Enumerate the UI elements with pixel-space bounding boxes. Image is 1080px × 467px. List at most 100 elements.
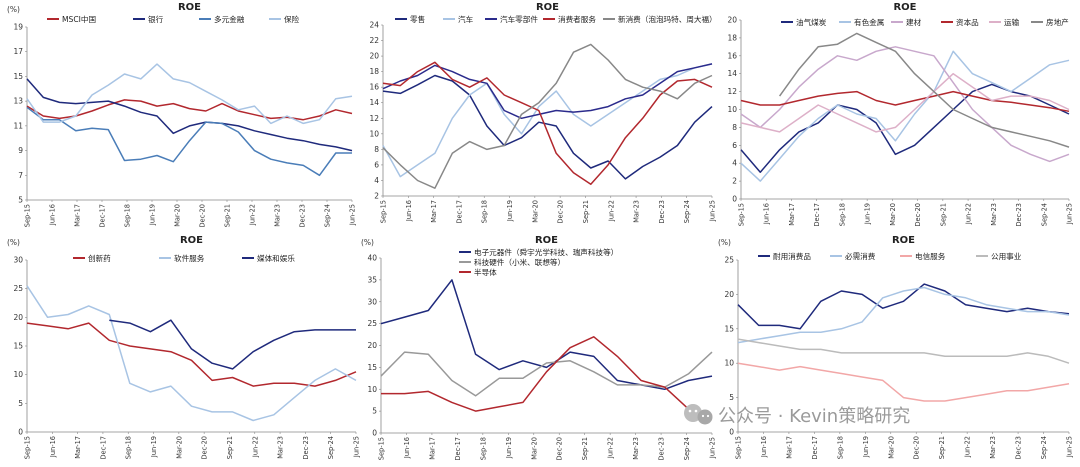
y-tick-label: 16	[369, 83, 379, 92]
series-line-2	[380, 351, 713, 397]
x-tick-label: Jun-16	[49, 436, 57, 458]
legend-item: 电信服务	[900, 251, 946, 261]
x-tick-label: Mar-17	[785, 436, 793, 459]
legend-item: 运输	[989, 17, 1020, 27]
legend-label: 公用事业	[991, 251, 1022, 261]
unit-label: (%)	[7, 5, 20, 14]
chart-panel-1: ROE (%) 5 7 9 11 13 15 17 19 Sep-15 Jun-16 Mar-17 Dec…	[7, 2, 357, 228]
y-tick-label: 0	[732, 195, 737, 204]
x-tick-label: Mar-23	[632, 437, 640, 460]
x-tick-label: Dec-23	[299, 204, 307, 228]
y-tick-label: 2	[732, 177, 737, 186]
x-tick-label: Dec-20	[913, 436, 921, 460]
chart-panel-6: ROE (%) 0 5 10 15 20 25 Sep-15 Jun-16 Mar-17 Dec-17…	[718, 235, 1074, 460]
x-tick-label: Sep-24	[324, 204, 332, 227]
y-tick-label: 0	[372, 429, 377, 438]
series-line-2	[737, 286, 1070, 344]
legend-label: 必需消费	[845, 251, 876, 261]
x-tick-label: Mar-20	[174, 204, 182, 227]
legend-item: 保险	[269, 14, 300, 24]
legend-label: 有色金属	[854, 17, 884, 27]
y-tick-label: 24	[369, 21, 379, 30]
legend-item: 银行	[133, 14, 164, 24]
x-tick-label: Sep-24	[1040, 203, 1048, 226]
series-line-4	[737, 338, 1070, 364]
x-tick-label: Jun-19	[505, 437, 513, 459]
series-line-1	[737, 283, 1070, 330]
legend-label: 运输	[1004, 17, 1020, 27]
y-tick-label: 17	[13, 47, 23, 56]
unit-label: (%)	[361, 238, 374, 247]
x-tick-label: Dec-20	[914, 203, 922, 227]
legend-label: 汽车零部件	[500, 14, 538, 24]
y-tick-label: 20	[369, 52, 379, 61]
x-tick-label: Sep-24	[1040, 436, 1048, 459]
series-line-3	[737, 362, 1070, 402]
legend-item: 公用事业	[976, 251, 1022, 261]
y-tick-label: 20	[13, 313, 23, 322]
y-tick-label: 10	[727, 105, 737, 114]
y-tick-label: 0	[18, 428, 23, 437]
watermark-text: 公众号 · Kevin策略研究	[718, 406, 910, 427]
y-tick-label: 18	[727, 33, 737, 42]
legend-item: 软件服务	[159, 253, 205, 263]
x-tick-label: Sep-18	[838, 203, 846, 226]
x-tick-label: Sep-15	[735, 436, 743, 459]
x-tick-label: Mar-20	[530, 437, 538, 460]
chart-panels: ROE (%) 5 7 9 11 13 15 17 19 Sep-15 Jun-16 Mar-17 Dec…	[7, 2, 1074, 461]
x-tick-label: Jun-22	[965, 203, 973, 225]
legend-label: 软件服务	[174, 253, 205, 263]
legend-item: 资本品	[941, 17, 979, 27]
series-line-1	[382, 74, 713, 180]
legend-item: 建材	[891, 17, 922, 27]
series-line-4	[26, 63, 353, 125]
x-tick-label: Sep-18	[125, 436, 133, 459]
x-tick-label: Jun-16	[763, 203, 771, 225]
chart-panel-3: ROE 0 2 4 6 8 10 12 14 16 18 20 Sep-15 Jun-16 Mar-17 De…	[727, 2, 1073, 227]
y-tick-label: 15	[13, 72, 23, 81]
chart-panel-5: ROE (%) 0 5 10 15 20 25 30 35 40 Sep-15 Jun-16 Mar-17…	[361, 235, 717, 461]
legend-label: 消费者服务	[558, 14, 596, 24]
series-line-6	[778, 32, 1070, 148]
x-tick-label: Mar-20	[889, 203, 897, 226]
legend-item: 新消费（泡泡玛特、周大福）	[603, 14, 717, 24]
x-tick-label: Sep-21	[226, 436, 234, 459]
y-tick-label: 10	[13, 370, 23, 379]
x-tick-label: Sep-24	[327, 436, 335, 459]
legend-label: 创新药	[88, 253, 111, 263]
y-tick-label: 4	[374, 176, 379, 185]
x-tick-label: Dec-23	[302, 436, 310, 460]
x-tick-label: Dec-23	[1015, 436, 1023, 460]
x-tick-label: Dec-20	[199, 204, 207, 228]
x-tick-label: Dec-20	[556, 437, 564, 461]
x-tick-label: Sep-21	[224, 204, 232, 227]
x-tick-label: Sep-21	[938, 436, 946, 459]
x-tick-label: Dec-17	[454, 437, 462, 461]
chart-title: ROE	[892, 235, 915, 246]
legend-label: 媒体和娱乐	[257, 253, 295, 263]
x-tick-label: Sep-24	[683, 437, 691, 460]
x-tick-label: Jun-16	[49, 204, 57, 226]
y-tick-label: 4	[732, 159, 737, 168]
legend-item: 消费者服务	[543, 14, 596, 24]
x-tick-label: Jun-16	[403, 437, 411, 459]
series-line-3	[26, 106, 352, 177]
x-tick-label: Sep-18	[479, 437, 487, 460]
x-tick-label: Dec-17	[811, 436, 819, 460]
legend-item: 有色金属	[839, 17, 884, 27]
legend-item: 油气煤炭	[781, 17, 827, 27]
y-tick-label: 8	[374, 145, 379, 154]
x-tick-label: Sep-21	[581, 437, 589, 460]
unit-label: (%)	[7, 238, 20, 247]
series-line-4	[740, 90, 1070, 113]
series-line-3	[740, 46, 1070, 163]
x-tick-label: Jun-22	[251, 436, 259, 458]
x-tick-label: Jun-19	[862, 436, 870, 458]
x-tick-label: Mar-17	[788, 203, 796, 226]
y-tick-label: 2	[374, 192, 379, 201]
y-tick-label: 18	[369, 67, 379, 76]
y-tick-label: 6	[374, 160, 379, 169]
y-tick-label: 6	[732, 141, 737, 150]
